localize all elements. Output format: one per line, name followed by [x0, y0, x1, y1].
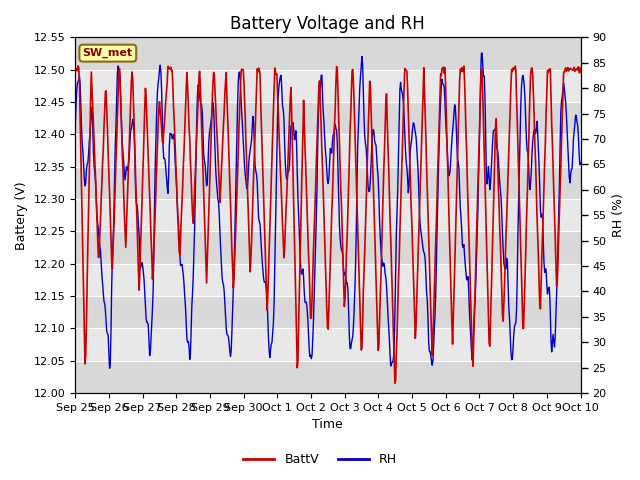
Bar — [75, 231, 580, 264]
Bar — [75, 264, 580, 296]
Bar — [75, 296, 580, 328]
Bar — [75, 70, 580, 102]
Bar — [75, 199, 580, 231]
X-axis label: Time: Time — [312, 419, 343, 432]
Y-axis label: Battery (V): Battery (V) — [15, 181, 28, 250]
Bar — [75, 328, 580, 361]
Title: Battery Voltage and RH: Battery Voltage and RH — [230, 15, 425, 33]
Bar — [75, 37, 580, 70]
Text: SW_met: SW_met — [83, 48, 133, 58]
Bar — [75, 361, 580, 393]
Y-axis label: RH (%): RH (%) — [612, 193, 625, 237]
Bar — [75, 134, 580, 167]
Bar — [75, 102, 580, 134]
Legend: BattV, RH: BattV, RH — [238, 448, 402, 471]
Bar — [75, 167, 580, 199]
